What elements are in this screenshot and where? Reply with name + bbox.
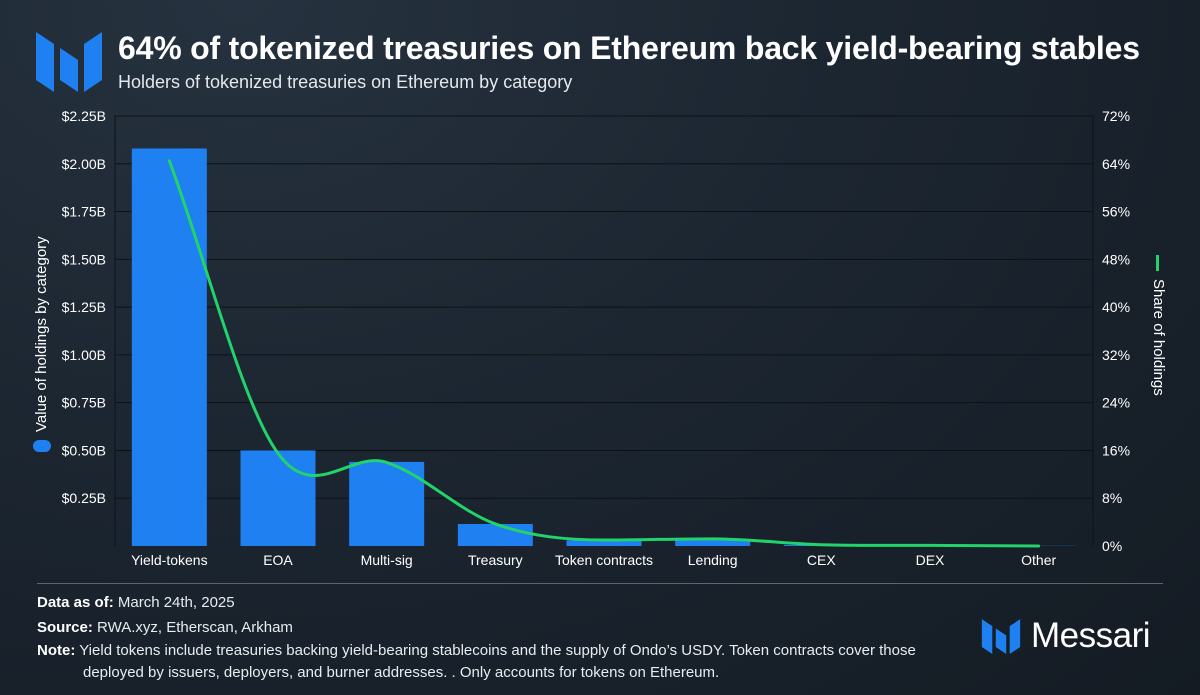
gridlines — [114, 115, 1094, 546]
y-right-tick-label: 72% — [1102, 108, 1130, 124]
y-left-tick-label: $1.50B — [62, 251, 106, 267]
bar-yield-tokens — [131, 148, 207, 546]
y-left-tick-label: $1.25B — [62, 299, 106, 315]
x-tick-label: Lending — [688, 552, 738, 568]
x-tick-label: CEX — [807, 552, 836, 568]
y-left-tick-label: $0.50B — [62, 442, 106, 458]
y-right-tick-label: 56% — [1102, 204, 1130, 220]
x-axis: Yield-tokens EOA Multi-sig Treasury Token co… — [131, 552, 1056, 568]
combo-chart: $0.25B $0.50B $0.75B $1.00B $1.25B $1.50B $1.7… — [62, 108, 1130, 568]
bar-treasury — [457, 524, 533, 546]
y-left-tick-label: $1.75B — [62, 204, 106, 220]
y-left-tick-label: $0.75B — [62, 395, 106, 411]
line-legend-swatch — [1156, 255, 1160, 271]
bar-multi-sig — [349, 461, 425, 546]
x-tick-label: Other — [1021, 552, 1056, 568]
bar-lending — [675, 539, 751, 546]
y-axis-left-title: Value of holdings by category — [33, 236, 52, 452]
bar-eoa — [240, 450, 316, 546]
footnote: Note: Yield tokens include treasuries ba… — [37, 642, 916, 681]
bar-legend-swatch — [33, 440, 52, 452]
brand-name: Messari — [1031, 616, 1151, 655]
x-tick-label: EOA — [263, 552, 293, 568]
footer-divider — [37, 583, 1163, 584]
y-axis-left: $0.25B $0.50B $0.75B $1.00B $1.25B $1.50B $1.7… — [62, 108, 106, 506]
y-right-tick-label: 0% — [1102, 538, 1122, 554]
y-right-tick-label: 16% — [1102, 442, 1130, 458]
x-tick-label: Token contracts — [555, 552, 653, 568]
line-series — [167, 159, 1041, 548]
x-tick-label: Yield-tokens — [131, 552, 208, 568]
x-tick-label: Treasury — [468, 552, 523, 568]
x-tick-label: Multi-sig — [361, 552, 413, 568]
messari-brand: Messari — [981, 616, 1151, 656]
y-right-tick-label: 8% — [1102, 490, 1122, 506]
y-right-tick-label: 32% — [1102, 347, 1130, 363]
y-axis-right: 0% 8% 16% 24% 32% 40% 48% 56% 64% 72% — [1102, 108, 1130, 554]
y-right-tick-label: 64% — [1102, 156, 1130, 172]
chart-title: 64% of tokenized treasuries on Ethereum … — [118, 30, 1140, 66]
source-note: Source: RWA.xyz, Etherscan, Arkham — [37, 619, 293, 636]
y-left-tick-label: $0.25B — [62, 490, 106, 506]
messari-brand-icon — [981, 619, 1021, 654]
bar-series — [131, 148, 1077, 546]
y-right-tick-label: 48% — [1102, 251, 1130, 267]
y-left-tick-label: $1.00B — [62, 347, 106, 363]
y-axis-right-title: Share of holdings — [1150, 255, 1167, 396]
share-line — [167, 159, 1041, 548]
bar-token-contracts — [566, 540, 642, 546]
x-tick-label: DEX — [916, 552, 945, 568]
y-right-tick-label: 24% — [1102, 395, 1130, 411]
y-right-tick-label: 40% — [1102, 299, 1130, 315]
messari-logo-icon — [36, 32, 102, 92]
y-left-tick-label: $2.25B — [62, 108, 106, 124]
chart-subtitle: Holders of tokenized treasuries on Ether… — [118, 72, 573, 92]
data-date-note: Data as of: March 24th, 2025 — [37, 594, 235, 611]
y-left-tick-label: $2.00B — [62, 156, 106, 172]
